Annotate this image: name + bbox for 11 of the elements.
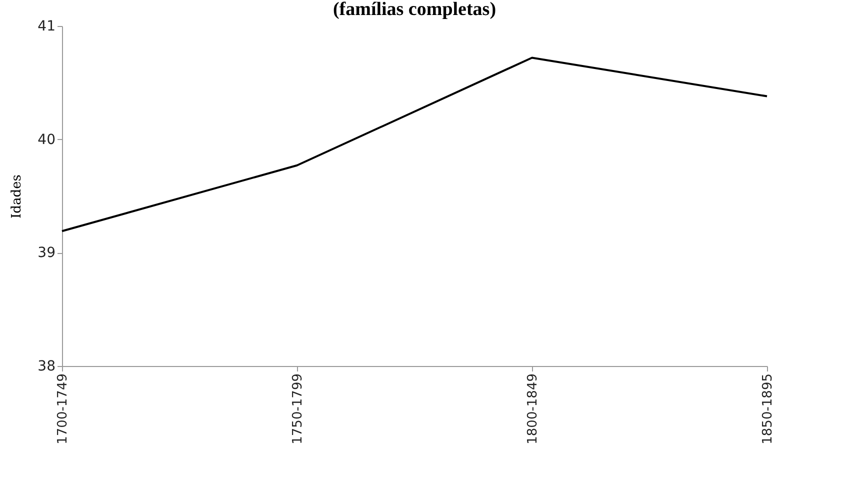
x-tick-label: 1850-1895 bbox=[760, 374, 776, 444]
y-tick-label: 41 bbox=[38, 18, 56, 34]
y-tick-label: 38 bbox=[38, 358, 56, 374]
y-tick-label: 40 bbox=[38, 132, 56, 148]
x-tick-label: 1750-1799 bbox=[290, 374, 306, 444]
y-tick-label: 39 bbox=[38, 245, 56, 262]
chart-title: (famílias completas) bbox=[332, 0, 496, 20]
y-axis-title: Idades bbox=[10, 174, 25, 218]
x-tick-label: 1800-1849 bbox=[526, 374, 540, 444]
line-series bbox=[61, 56, 768, 232]
x-tick-label: 1700-1749 bbox=[56, 374, 70, 444]
